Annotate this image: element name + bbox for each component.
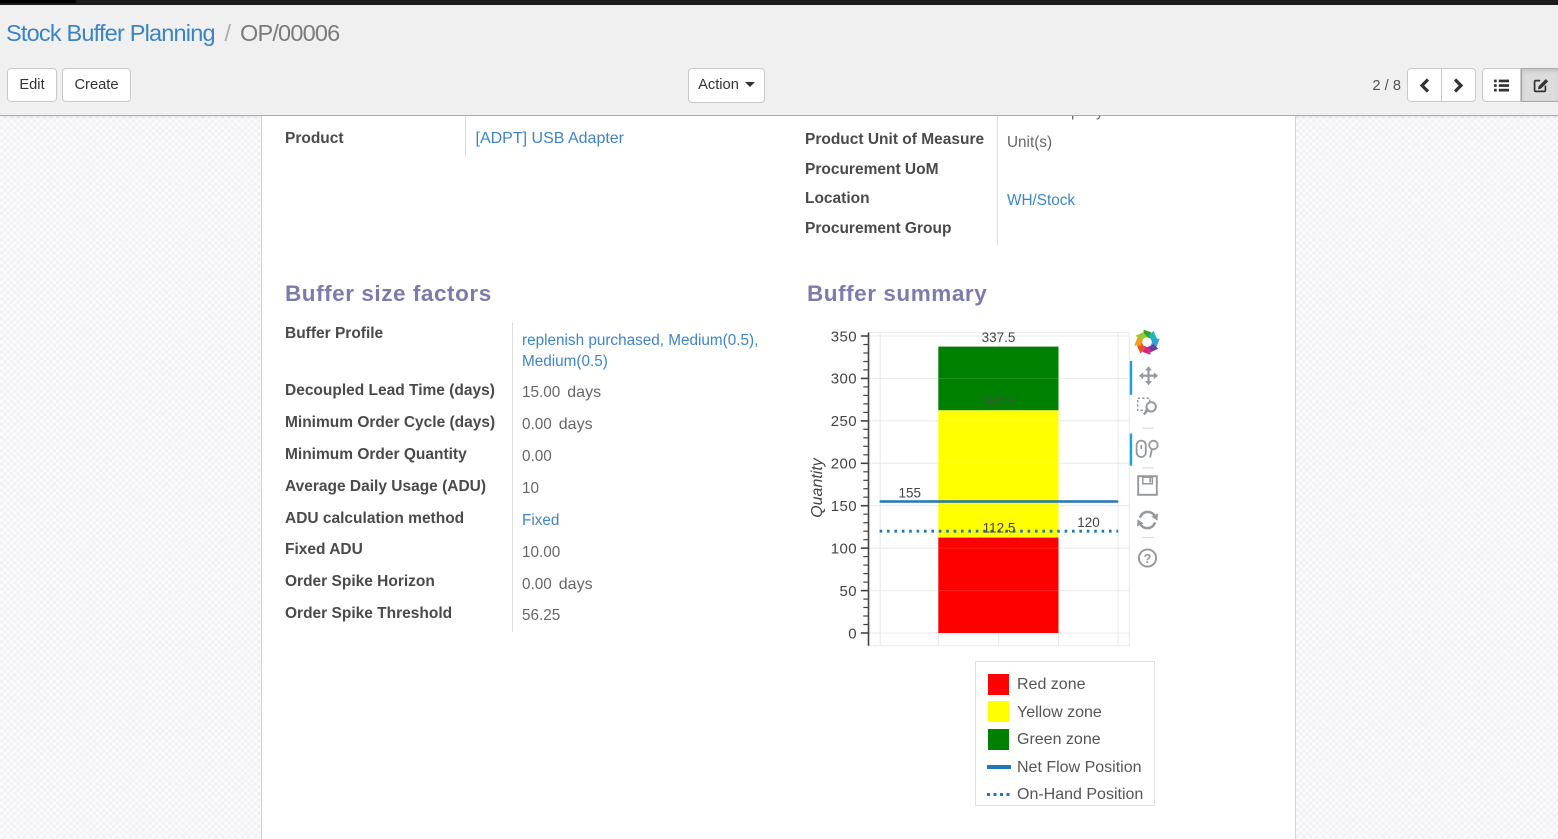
svg-text:350: 350 [831, 328, 857, 345]
svg-text:262.5: 262.5 [982, 394, 1016, 409]
svg-text:150: 150 [831, 498, 857, 515]
svg-text:50: 50 [840, 583, 858, 600]
svg-text:300: 300 [831, 371, 857, 388]
svg-text:250: 250 [831, 413, 857, 430]
svg-text:0: 0 [848, 625, 857, 642]
svg-text:100: 100 [831, 540, 857, 557]
svg-text:200: 200 [831, 456, 857, 473]
svg-text:120: 120 [1077, 515, 1100, 530]
svg-text:112.5: 112.5 [983, 521, 1016, 536]
svg-text:155: 155 [899, 486, 922, 501]
svg-text:Quantity: Quantity [809, 457, 826, 518]
svg-text:337.5: 337.5 [982, 330, 1016, 345]
svg-text:?: ? [1144, 551, 1152, 566]
